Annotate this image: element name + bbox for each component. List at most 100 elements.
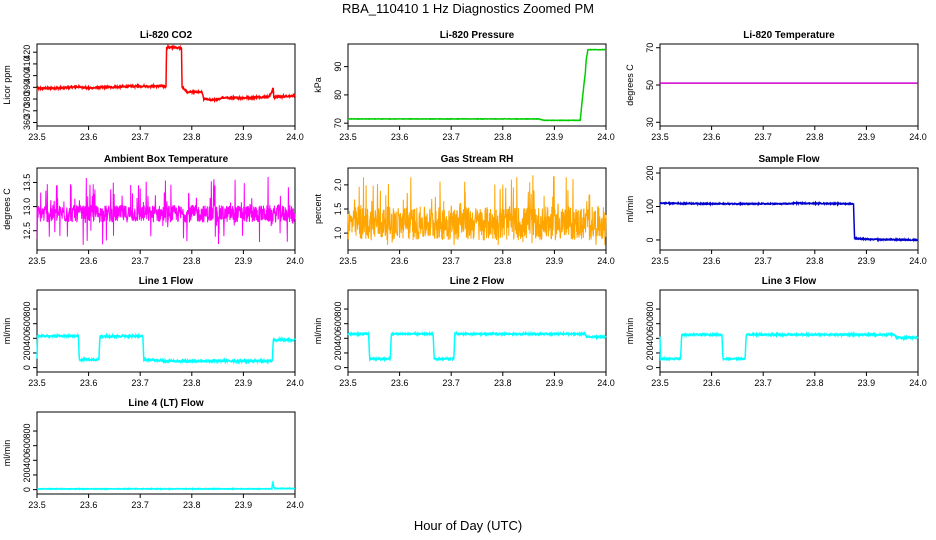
- y-axis-label: Licor ppm: [2, 65, 12, 105]
- chart-title: Li-820 Pressure: [440, 30, 515, 41]
- y-tick-label: 200: [645, 166, 655, 181]
- y-axis-label: kPa: [313, 77, 323, 93]
- chart-panel-10: Line 4 (LT) Flow 23.5 23.6 23.7 23.8 23.9 24.0…: [2, 398, 304, 510]
- x-tick-label: 24.0: [597, 378, 615, 388]
- x-tick-label: 23.8: [183, 378, 201, 388]
- y-tick-label: 200: [22, 345, 32, 360]
- x-tick-label: 23.9: [235, 132, 253, 142]
- y-tick-label: 90: [333, 62, 343, 72]
- chart-panel-7: Line 1 Flow 23.5 23.6 23.7 23.8 23.9 24.0 0 2004…: [2, 276, 304, 388]
- y-tick-label: 13.5: [22, 174, 32, 192]
- x-tick-label: 23.7: [754, 378, 772, 388]
- chart-title: Line 4 (LT) Flow: [128, 398, 204, 409]
- x-tick-label: 24.0: [597, 256, 615, 266]
- y-tick-label: 400: [22, 453, 32, 468]
- y-tick-label: 600: [22, 438, 32, 453]
- y-tick-label: 0: [645, 237, 655, 242]
- plot-frame: [659, 167, 919, 251]
- y-tick-label: 0: [22, 487, 32, 492]
- y-tick-label: 0: [333, 365, 343, 370]
- x-tick-label: 23.5: [28, 132, 46, 142]
- x-tick-label: 23.7: [131, 132, 149, 142]
- series-line: [347, 48, 607, 122]
- series-line: [659, 331, 919, 362]
- chart-panel-5: Gas Stream RH 23.5 23.6 23.7 23.8 23.9 24.0 1.0…: [313, 154, 615, 266]
- chart-panel-8: Line 2 Flow 23.5 23.6 23.7 23.8 23.9 24.0 0 2004…: [313, 276, 615, 388]
- x-tick-label: 23.7: [442, 132, 460, 142]
- x-tick-label: 23.6: [391, 132, 409, 142]
- x-tick-label: 23.7: [442, 378, 460, 388]
- chart-title: Gas Stream RH: [441, 154, 514, 165]
- series-line: [36, 332, 296, 365]
- x-tick-label: 23.8: [806, 132, 824, 142]
- x-tick-label: 23.7: [442, 256, 460, 266]
- y-tick-label: 390: [22, 80, 32, 95]
- y-tick-label: 100: [645, 199, 655, 214]
- x-tick-label: 23.8: [494, 132, 512, 142]
- chart-title: Line 3 Flow: [762, 276, 817, 287]
- y-axis-label: ml/min: [625, 318, 635, 345]
- y-axis-label: ml/min: [2, 440, 12, 467]
- chart-panel-4: Ambient Box Temperature 23.5 23.6 23.7 23.8 2…: [2, 154, 304, 266]
- y-tick-label: 800: [333, 302, 343, 317]
- plot-frame: [347, 43, 607, 127]
- x-tick-label: 23.9: [235, 256, 253, 266]
- chart-panel-3: Li-820 Temperature 23.5 23.6 23.7 23.8 23.9 24…: [625, 30, 927, 142]
- x-tick-label: 23.5: [28, 378, 46, 388]
- x-tick-label: 23.9: [858, 256, 876, 266]
- x-tick-label: 23.8: [806, 256, 824, 266]
- x-tick-label: 23.9: [858, 378, 876, 388]
- y-axis-label: ml/min: [2, 318, 12, 345]
- x-tick-label: 23.6: [703, 132, 721, 142]
- x-tick-label: 23.7: [754, 256, 772, 266]
- y-tick-label: 1.5: [333, 203, 343, 216]
- y-tick-label: 380: [22, 92, 32, 107]
- y-tick-label: 200: [645, 345, 655, 360]
- y-tick-label: 70: [645, 43, 655, 53]
- x-tick-label: 24.0: [909, 132, 927, 142]
- y-tick-label: 400: [333, 331, 343, 346]
- y-tick-label: 410: [22, 56, 32, 71]
- x-tick-label: 23.9: [546, 378, 564, 388]
- y-tick-label: 50: [645, 80, 655, 90]
- x-tick-label: 23.6: [80, 256, 98, 266]
- y-axis-label: ml/min: [625, 196, 635, 223]
- x-tick-label: 23.5: [651, 132, 669, 142]
- x-tick-label: 23.9: [858, 132, 876, 142]
- series-line: [659, 200, 919, 243]
- x-tick-label: 23.5: [651, 256, 669, 266]
- x-tick-label: 23.5: [339, 256, 357, 266]
- plot-frame: [36, 411, 296, 495]
- x-tick-label: 23.6: [391, 378, 409, 388]
- x-tick-label: 23.8: [806, 378, 824, 388]
- chart-title: Li-820 CO2: [140, 30, 193, 41]
- figure-xlabel: Hour of Day (UTC): [413, 518, 523, 533]
- x-tick-label: 23.6: [703, 378, 721, 388]
- x-tick-label: 23.7: [131, 378, 149, 388]
- x-tick-label: 23.9: [546, 256, 564, 266]
- plot-frame: [36, 43, 296, 127]
- x-tick-label: 24.0: [286, 500, 304, 510]
- y-axis-label: percent: [313, 193, 323, 224]
- series-line: [36, 176, 296, 245]
- x-tick-label: 23.8: [494, 378, 512, 388]
- x-tick-label: 23.8: [183, 132, 201, 142]
- x-tick-label: 23.6: [391, 256, 409, 266]
- x-tick-label: 24.0: [286, 132, 304, 142]
- series-line: [347, 330, 607, 363]
- chart-title: Ambient Box Temperature: [104, 154, 229, 165]
- y-axis-label: degrees C: [2, 188, 12, 230]
- x-tick-label: 23.5: [28, 500, 46, 510]
- chart-title: Li-820 Temperature: [743, 30, 835, 41]
- y-tick-label: 200: [333, 345, 343, 360]
- x-tick-label: 23.7: [131, 256, 149, 266]
- y-tick-label: 2.0: [333, 179, 343, 192]
- y-tick-label: 600: [645, 316, 655, 331]
- plot-frame: [659, 43, 919, 127]
- y-tick-label: 12.5: [22, 222, 32, 240]
- chart-panel-1: Li-820 CO2 23.5 23.6 23.7 23.8 23.9 24.0 360370…: [2, 30, 304, 142]
- x-tick-label: 24.0: [597, 132, 615, 142]
- chart-panel-2: Li-820 Pressure 23.5 23.6 23.7 23.8 23.9 24.0 7…: [313, 30, 615, 142]
- x-tick-label: 23.7: [131, 500, 149, 510]
- series-line: [36, 479, 296, 492]
